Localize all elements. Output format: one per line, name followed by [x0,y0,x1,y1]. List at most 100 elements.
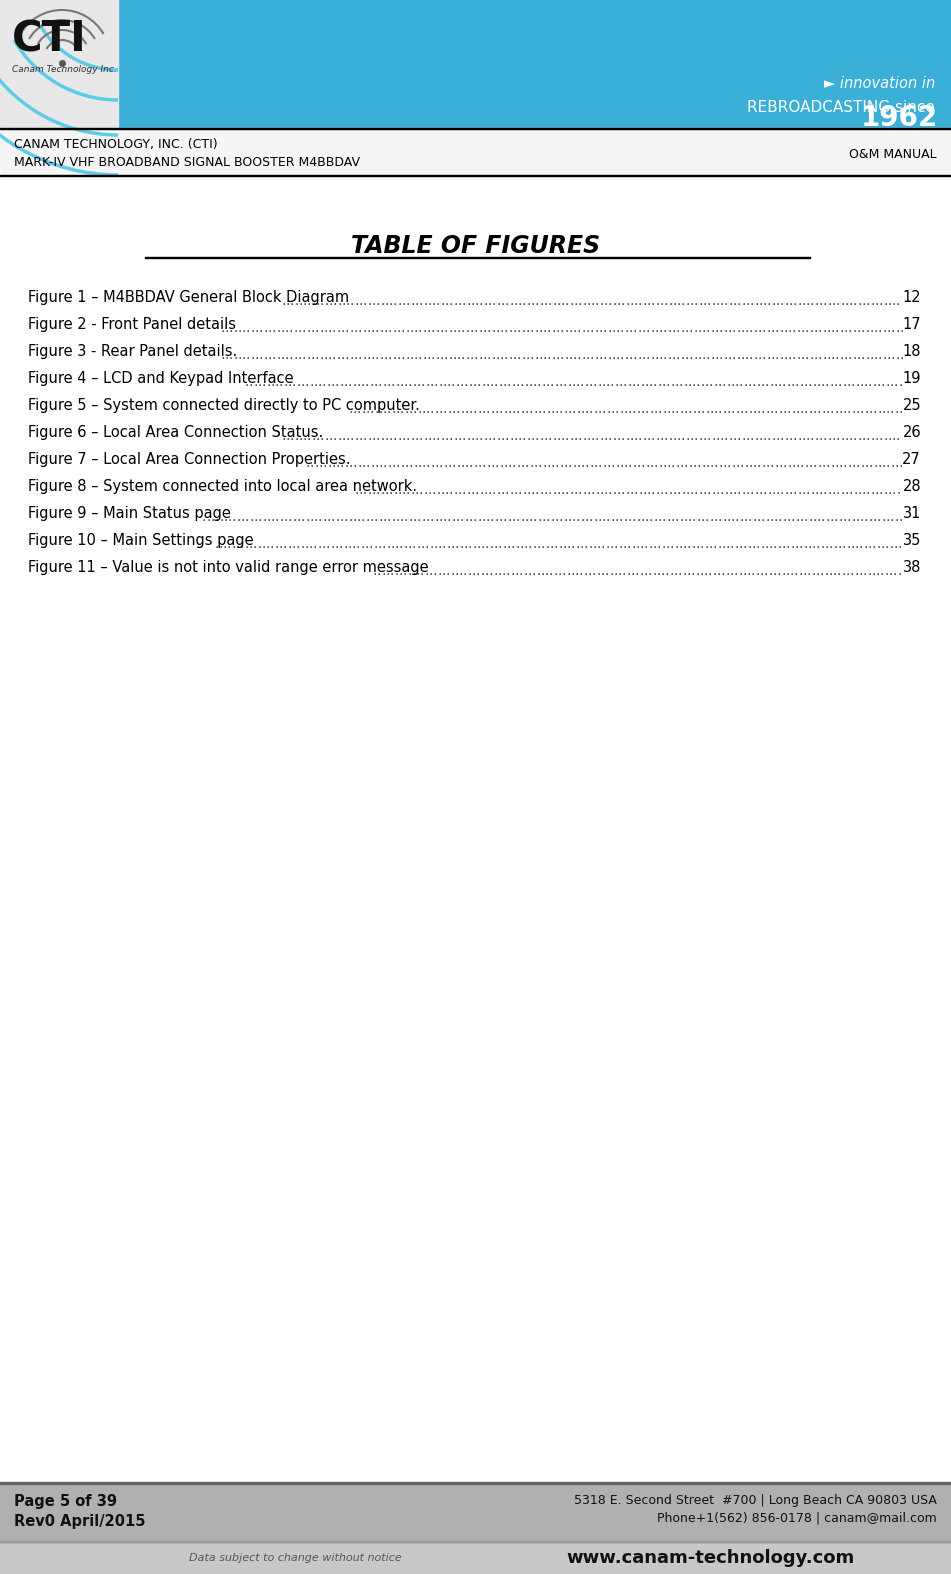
Text: .: . [778,375,782,389]
Text: .: . [457,483,462,497]
Text: .: . [638,483,643,497]
Text: .: . [472,563,476,578]
Text: .: . [354,294,359,309]
Text: .: . [873,401,877,416]
Text: .: . [734,563,738,578]
Text: .: . [829,375,834,389]
Text: .: . [608,294,612,309]
Text: .: . [642,348,646,362]
Text: .: . [658,401,662,416]
Text: .: . [275,510,280,524]
Text: .: . [507,401,512,416]
Text: .: . [885,375,889,389]
Text: .: . [778,510,783,524]
Text: .: . [373,537,378,551]
Text: .: . [793,294,797,309]
Text: .: . [720,430,724,442]
Text: .: . [398,563,403,578]
Text: .: . [840,430,844,442]
Text: .: . [814,294,819,309]
Text: .: . [812,510,817,524]
Text: .: . [577,321,581,335]
Text: .: . [662,401,667,416]
Text: .: . [770,321,775,335]
Text: .: . [306,321,310,335]
Text: .: . [695,537,700,551]
Text: .: . [381,537,386,551]
Text: .: . [546,401,551,416]
Text: .: . [653,375,657,389]
Text: .: . [708,375,713,389]
Text: .: . [694,430,698,442]
Text: .: . [383,321,388,335]
Text: .: . [333,430,337,442]
Text: .: . [638,430,642,442]
Text: .: . [809,348,813,362]
Text: .: . [301,321,306,335]
Text: .: . [831,483,836,497]
Text: .: . [754,483,759,497]
Text: .: . [481,401,486,416]
Text: .: . [417,348,422,362]
Text: .: . [358,348,362,362]
Text: .: . [662,375,666,389]
Text: .: . [877,401,882,416]
Text: .: . [366,321,371,335]
Text: .: . [307,430,311,442]
Text: .: . [343,375,348,389]
Text: .: . [659,294,664,309]
Text: .: . [900,348,903,362]
Text: .: . [746,294,750,309]
Text: .: . [635,563,639,578]
Text: .: . [862,430,866,442]
Text: .: . [214,537,219,551]
Text: .: . [621,294,625,309]
Text: .: . [724,430,728,442]
Text: .: . [645,456,650,471]
Text: .: . [356,537,360,551]
Text: .: . [659,321,663,335]
Text: .: . [451,510,456,524]
Text: .: . [844,483,849,497]
Text: .: . [889,375,894,389]
Text: .: . [895,348,900,362]
Text: .: . [669,294,672,309]
Text: .: . [604,483,608,497]
Text: .: . [508,456,512,471]
Text: .: . [877,375,881,389]
Text: .: . [340,348,345,362]
Text: .: . [503,510,507,524]
Text: .: . [633,430,638,442]
Text: .: . [869,348,874,362]
Text: .: . [623,375,628,389]
Text: .: . [844,430,849,442]
Text: .: . [861,348,865,362]
Text: .: . [562,563,566,578]
Text: .: . [605,537,610,551]
Text: .: . [552,321,555,335]
Text: .: . [859,537,864,551]
Text: .: . [684,401,688,416]
Text: .: . [272,348,276,362]
Text: .: . [292,375,296,389]
Text: .: . [583,563,588,578]
Text: .: . [796,348,801,362]
Text: .: . [625,483,630,497]
Text: .: . [263,321,267,335]
Text: .: . [696,375,700,389]
Text: .: . [556,483,561,497]
Text: .: . [469,510,473,524]
Text: .: . [215,510,219,524]
Text: .: . [735,456,740,471]
Text: .: . [667,456,671,471]
Text: .: . [241,510,244,524]
Text: .: . [488,294,492,309]
Text: .: . [378,510,382,524]
Text: .: . [655,483,660,497]
Text: .: . [650,456,654,471]
Text: .: . [444,294,449,309]
Text: .: . [393,483,398,497]
Text: .: . [415,430,418,442]
Text: .: . [775,321,779,335]
Text: .: . [525,321,530,335]
